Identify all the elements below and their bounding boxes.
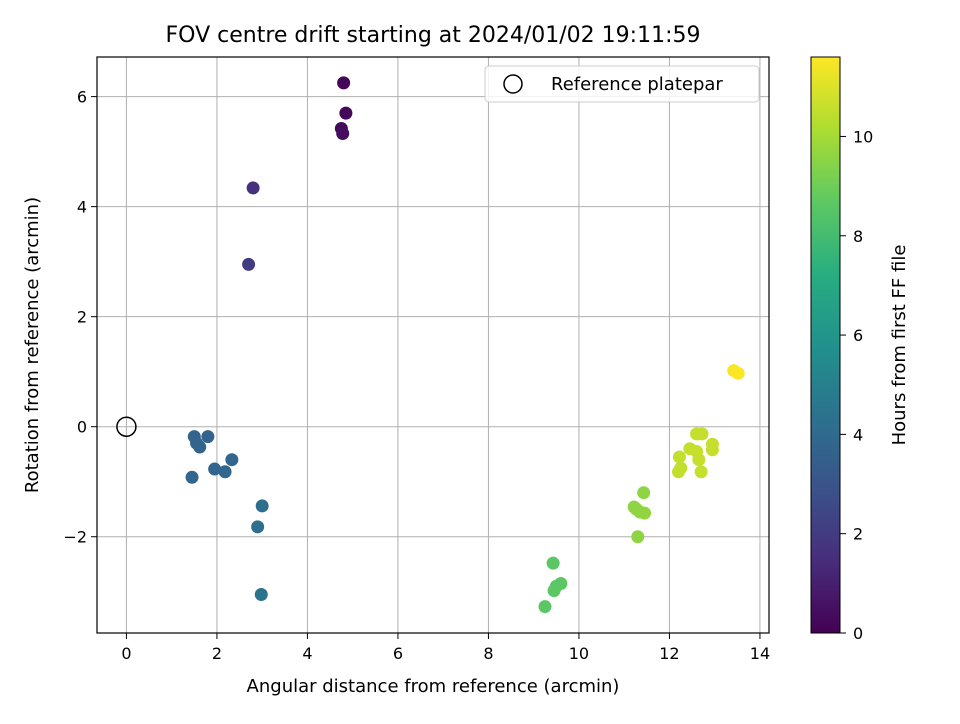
reference-marker-layer [116, 416, 137, 437]
colorbar-tick-label: 6 [853, 326, 863, 345]
colorbar-tick-label: 2 [853, 525, 863, 544]
x-tick-label: 2 [212, 644, 222, 663]
colorbar-ticks: 0 2 4 6 8 10 [840, 127, 873, 643]
scatter-point [695, 427, 709, 441]
scatter-point [692, 453, 706, 467]
scatter-point [201, 430, 215, 444]
scatter-point [208, 462, 222, 476]
plot-area-frame [96, 56, 770, 634]
scatter-point [185, 470, 199, 484]
y-axis-label: Rotation from reference (arcmin) [22, 197, 43, 493]
scatter-point [547, 584, 561, 598]
legend-marker-icon [503, 74, 523, 94]
scatter-point [225, 453, 239, 467]
reference-platepar-marker [116, 416, 137, 437]
grid [97, 57, 769, 633]
colorbar-label: Hours from first FF file [889, 245, 910, 446]
x-tick-label: 8 [483, 644, 493, 663]
scatter-point [637, 486, 651, 500]
data-points [185, 76, 745, 614]
scatter-point [631, 530, 645, 544]
scatter-point [254, 587, 268, 601]
y-axis-ticks: −2 0 2 4 6 [63, 88, 97, 547]
scatter-point [638, 506, 652, 520]
y-tick-label: −2 [63, 528, 87, 547]
scatter-point [339, 106, 353, 120]
x-tick-label: 14 [750, 644, 770, 663]
x-tick-label: 0 [121, 644, 131, 663]
y-tick-label: 4 [77, 198, 87, 217]
x-tick-label: 6 [393, 644, 403, 663]
scatter-point [546, 556, 560, 570]
y-tick-label: 2 [77, 308, 87, 327]
scatter-point [694, 465, 708, 479]
scatter-point [336, 126, 350, 140]
scatter-point [538, 600, 552, 614]
y-tick-label: 0 [77, 418, 87, 437]
y-tick-label: 6 [77, 88, 87, 107]
scatter-point [671, 465, 685, 479]
chart-title: FOV centre drift starting at 2024/01/02 … [166, 23, 701, 48]
scatter-point [242, 257, 256, 271]
scatter-point [705, 443, 719, 457]
colorbar-tick-label: 10 [853, 127, 873, 146]
scatter-point [246, 181, 260, 195]
scatter-point [255, 499, 269, 513]
x-axis-label: Angular distance from reference (arcmin) [247, 676, 620, 697]
scatter-point [337, 76, 351, 90]
scatter-point [672, 450, 686, 464]
x-tick-label: 12 [659, 644, 679, 663]
scatter-point [218, 465, 232, 479]
colorbar-tick-label: 4 [853, 425, 863, 444]
colorbar-gradient [810, 56, 841, 634]
scatter-point [731, 366, 745, 380]
scatter-point [193, 440, 207, 454]
x-tick-label: 4 [302, 644, 312, 663]
x-tick-label: 10 [569, 644, 589, 663]
colorbar-tick-label: 8 [853, 227, 863, 246]
legend-entry-reference-platepar: Reference platepar [551, 74, 723, 95]
scatter-point [251, 520, 265, 534]
legend: Reference platepar [484, 65, 760, 103]
colorbar: 0 2 4 6 8 10 Hours from first FF file [810, 56, 910, 643]
colorbar-tick-label: 0 [853, 624, 863, 643]
legend-box [484, 65, 760, 103]
x-axis-ticks: 0 2 4 6 8 10 12 14 [121, 633, 770, 663]
